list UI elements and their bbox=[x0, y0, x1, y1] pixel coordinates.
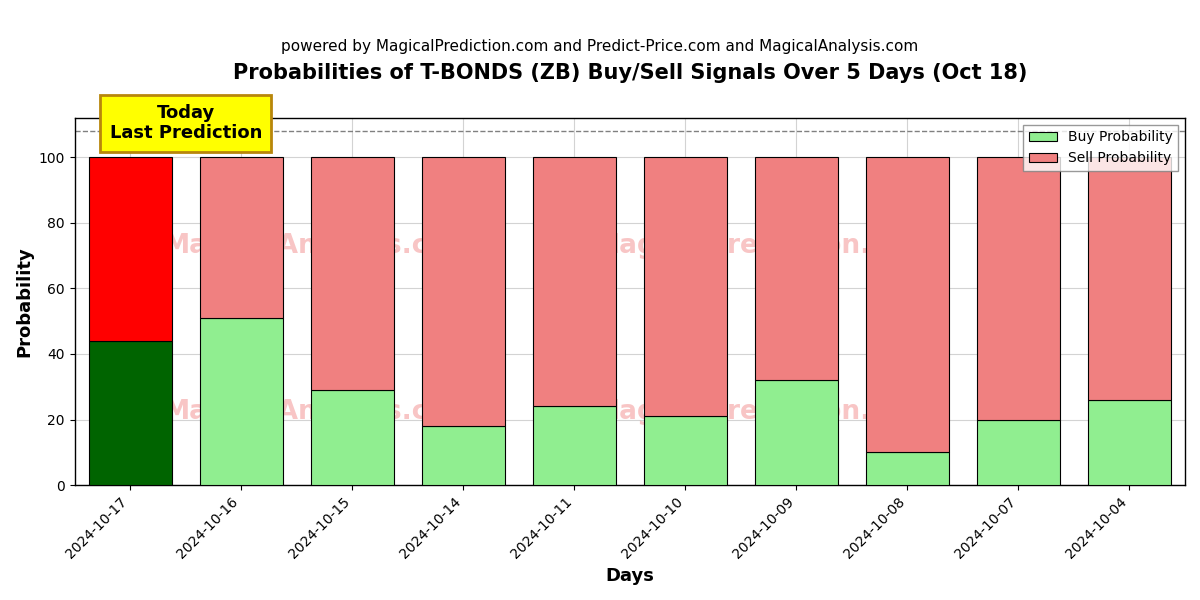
Bar bbox=[865, 157, 949, 452]
Text: MagicalPrediction.com: MagicalPrediction.com bbox=[594, 233, 932, 259]
Bar bbox=[977, 157, 1060, 419]
Bar bbox=[89, 157, 172, 341]
Bar bbox=[533, 157, 616, 406]
Bar bbox=[755, 380, 838, 485]
Bar bbox=[199, 157, 283, 318]
Bar bbox=[89, 341, 172, 485]
Text: MagicalPrediction.com: MagicalPrediction.com bbox=[594, 399, 932, 425]
Bar bbox=[311, 390, 394, 485]
Bar bbox=[643, 157, 727, 416]
Bar bbox=[1088, 157, 1171, 400]
Bar bbox=[865, 452, 949, 485]
Bar bbox=[199, 318, 283, 485]
X-axis label: Days: Days bbox=[605, 567, 654, 585]
Bar bbox=[421, 157, 505, 426]
Y-axis label: Probability: Probability bbox=[16, 246, 34, 357]
Legend: Buy Probability, Sell Probability: Buy Probability, Sell Probability bbox=[1024, 125, 1178, 171]
Text: powered by MagicalPrediction.com and Predict-Price.com and MagicalAnalysis.com: powered by MagicalPrediction.com and Pre… bbox=[281, 39, 919, 54]
Bar bbox=[533, 406, 616, 485]
Bar bbox=[421, 426, 505, 485]
Text: Today
Last Prediction: Today Last Prediction bbox=[109, 104, 262, 142]
Title: Probabilities of T-BONDS (ZB) Buy/Sell Signals Over 5 Days (Oct 18): Probabilities of T-BONDS (ZB) Buy/Sell S… bbox=[233, 63, 1027, 83]
Text: MagicalAnalysis.com: MagicalAnalysis.com bbox=[164, 399, 474, 425]
Bar bbox=[643, 416, 727, 485]
Bar bbox=[311, 157, 394, 390]
Bar bbox=[1088, 400, 1171, 485]
Text: MagicalAnalysis.com: MagicalAnalysis.com bbox=[164, 233, 474, 259]
Bar bbox=[977, 419, 1060, 485]
Bar bbox=[755, 157, 838, 380]
